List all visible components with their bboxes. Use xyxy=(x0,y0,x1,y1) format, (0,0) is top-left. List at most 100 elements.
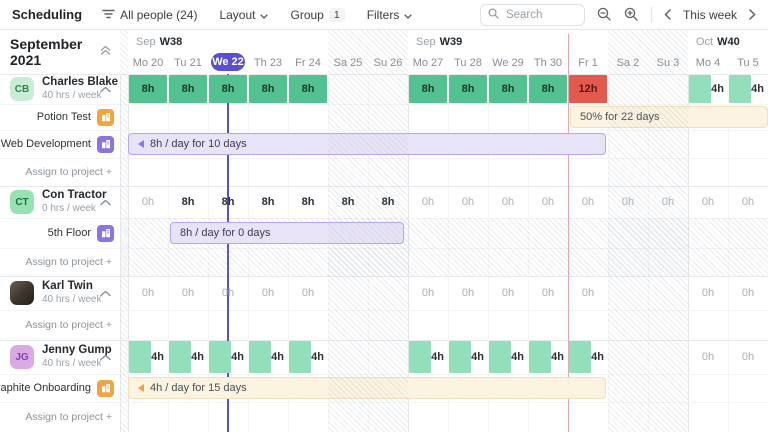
day-cell[interactable]: 8h xyxy=(249,187,287,217)
day-cell[interactable]: 4h xyxy=(449,341,487,373)
day-cell[interactable]: 0h xyxy=(569,277,607,309)
day-cell[interactable]: 8h xyxy=(489,75,527,103)
day-cell[interactable]: 8h xyxy=(369,187,407,217)
day-cell[interactable]: 8h xyxy=(129,75,167,103)
day-cell[interactable]: 0h xyxy=(729,277,767,309)
allocation-bar[interactable]: 50% for 22 days xyxy=(570,106,768,128)
day-cell[interactable]: 0h xyxy=(689,187,727,217)
day-cell[interactable]: 4h xyxy=(169,341,207,373)
prev-week-button[interactable] xyxy=(664,9,671,20)
day-cell[interactable]: 0h xyxy=(409,187,447,217)
day-cell[interactable]: 0h xyxy=(689,341,727,373)
day-cell[interactable]: 8h xyxy=(529,75,567,103)
day-cell[interactable]: 4h xyxy=(409,341,447,373)
assign-to-project-link[interactable]: Assign to project + xyxy=(25,411,112,423)
cell-value: 8h xyxy=(181,196,195,208)
day-cell[interactable]: 0h xyxy=(249,277,287,309)
day-cell[interactable]: 12h xyxy=(569,75,607,103)
day-header-label: Tu 21 xyxy=(174,57,202,69)
day-cell[interactable]: 0h xyxy=(729,187,767,217)
cell-value: 8h xyxy=(261,196,275,208)
cell-value: 0h xyxy=(261,287,275,299)
day-cell[interactable]: 0h xyxy=(489,277,527,309)
day-cell[interactable]: 8h xyxy=(409,75,447,103)
sidebar-person-row[interactable]: JG Jenny Gump 40 hrs / week xyxy=(0,340,120,374)
this-week-button[interactable]: This week xyxy=(682,7,737,22)
day-cell[interactable]: 0h xyxy=(129,277,167,309)
day-cell[interactable]: 8h xyxy=(209,75,247,103)
sidebar-project-row[interactable]: Potion Test xyxy=(0,104,120,130)
person-name: Charles Blake xyxy=(42,76,119,89)
search-box[interactable] xyxy=(479,3,585,26)
assign-to-project-link[interactable]: Assign to project + xyxy=(25,166,112,178)
day-cell[interactable]: 4h xyxy=(289,341,327,373)
day-cell[interactable]: 0h xyxy=(729,341,767,373)
day-cell[interactable]: 4h xyxy=(209,341,247,373)
day-cell[interactable]: 4h xyxy=(249,341,287,373)
day-cell[interactable]: 0h xyxy=(529,187,567,217)
cell-fill xyxy=(529,341,552,373)
avatar: CB xyxy=(10,77,34,101)
day-cell[interactable]: 0h xyxy=(169,277,207,309)
day-cell[interactable]: 0h xyxy=(649,187,687,217)
cell-value: 8h xyxy=(421,83,435,95)
filters-button[interactable]: Filters xyxy=(367,8,413,22)
day-cell[interactable]: 8h xyxy=(209,187,247,217)
people-filter-button[interactable]: All people (24) xyxy=(102,8,197,22)
collapse-person-icon[interactable] xyxy=(100,193,111,211)
cell-value: 4h xyxy=(551,351,564,363)
sidebar-person-row[interactable]: CT Con Tractor 0 hrs / week xyxy=(0,186,120,218)
day-cell[interactable]: 0h xyxy=(289,277,327,309)
sidebar-person-row[interactable]: Karl Twin 40 hrs / week xyxy=(0,276,120,310)
assign-to-project-link[interactable]: Assign to project + xyxy=(25,319,112,331)
collapse-person-icon[interactable] xyxy=(100,80,111,98)
day-cell[interactable]: 4h xyxy=(729,75,767,103)
day-cell[interactable]: 0h xyxy=(209,277,247,309)
assign-to-project-link[interactable]: Assign to project + xyxy=(25,256,112,268)
day-cell[interactable]: 4h xyxy=(689,75,727,103)
day-cell[interactable]: 8h xyxy=(329,187,367,217)
day-cell[interactable]: 4h xyxy=(129,341,167,373)
day-cell[interactable]: 0h xyxy=(489,187,527,217)
collapse-all-icon[interactable] xyxy=(99,43,112,61)
search-input[interactable] xyxy=(503,7,578,22)
grid-line xyxy=(448,74,449,432)
day-cell[interactable]: 4h xyxy=(529,341,567,373)
day-cell[interactable]: 0h xyxy=(609,187,647,217)
person-hours: 40 hrs / week xyxy=(42,90,102,102)
next-week-button[interactable] xyxy=(749,9,756,20)
day-cell[interactable]: 8h xyxy=(169,187,207,217)
day-cell[interactable]: 0h xyxy=(409,277,447,309)
person-meta: Jenny Gump 40 hrs / week xyxy=(42,344,112,370)
project-name: Web Development xyxy=(0,138,91,150)
sidebar-person-row[interactable]: CB Charles Blake 40 hrs / week xyxy=(0,74,120,104)
day-cell[interactable]: 8h xyxy=(169,75,207,103)
allocation-bar[interactable]: 8h / day for 10 days xyxy=(128,133,606,155)
day-cell[interactable]: 4h xyxy=(569,341,607,373)
day-cell[interactable]: 4h xyxy=(489,341,527,373)
sidebar-project-row[interactable]: 5th Floor xyxy=(0,218,120,248)
zoom-in-button[interactable] xyxy=(624,7,639,22)
zoom-out-button[interactable] xyxy=(597,7,612,22)
collapse-person-icon[interactable] xyxy=(100,284,111,302)
allocation-bar[interactable]: 8h / day for 0 days xyxy=(170,222,404,244)
day-cell[interactable]: 8h xyxy=(249,75,287,103)
group-button[interactable]: Group 1 xyxy=(290,7,345,22)
day-cell[interactable]: 8h xyxy=(289,75,327,103)
day-cell[interactable]: 8h xyxy=(449,75,487,103)
layout-button[interactable]: Layout xyxy=(219,8,269,22)
day-cell[interactable]: 0h xyxy=(449,187,487,217)
sidebar-project-row[interactable]: Graphite Onboarding xyxy=(0,374,120,402)
sidebar-project-row[interactable]: Web Development xyxy=(0,130,120,158)
collapse-person-icon[interactable] xyxy=(100,348,111,366)
day-cell[interactable]: 0h xyxy=(449,277,487,309)
bar-continues-left-icon xyxy=(138,140,144,148)
day-cell[interactable]: 0h xyxy=(689,277,727,309)
allocation-bar[interactable]: 4h / day for 15 days xyxy=(128,377,606,399)
day-cell[interactable]: 8h xyxy=(289,187,327,217)
person-schedule-row: 0h 8h 8h 8h 8h 8h 8h 0h 0h 0h 0h 0h 0h 0h 0h 0h xyxy=(0,186,768,218)
day-cell[interactable]: 0h xyxy=(529,277,567,309)
day-cell[interactable]: 0h xyxy=(569,187,607,217)
grid-line xyxy=(328,74,329,432)
day-cell[interactable]: 0h xyxy=(129,187,167,217)
